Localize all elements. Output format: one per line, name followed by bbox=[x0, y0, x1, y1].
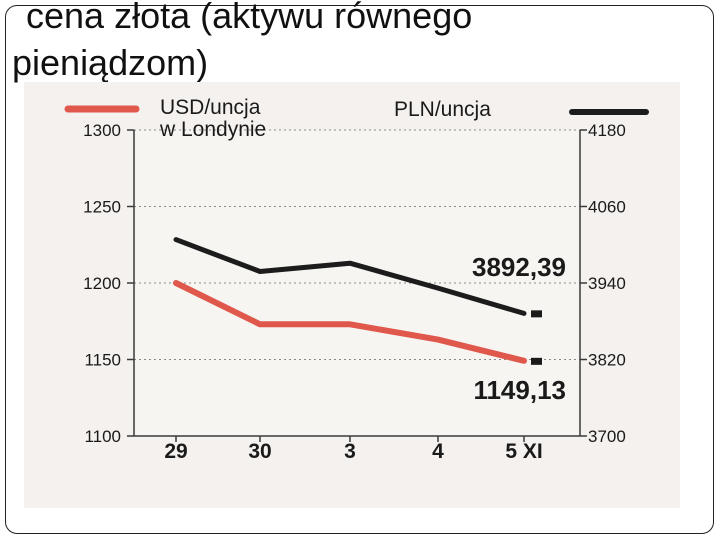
slide-title-line-1: cena złota (aktywu równego bbox=[26, 0, 473, 36]
legend-label-usd: USD/uncja bbox=[160, 96, 261, 119]
x-tick-label: 29 bbox=[164, 440, 187, 463]
legend-label-usd: w Londynie bbox=[159, 118, 266, 141]
left-tick-label: 1250 bbox=[83, 198, 121, 217]
right-tick-label: 3820 bbox=[588, 351, 626, 370]
right-tick-label: 3700 bbox=[588, 427, 626, 446]
x-tick-label: 3 bbox=[344, 440, 356, 463]
series-line-usd bbox=[173, 280, 527, 364]
left-tick-label: 1200 bbox=[83, 274, 121, 293]
right-tick-label: 4180 bbox=[588, 121, 626, 140]
series-line-pln bbox=[173, 237, 527, 316]
right-tick-label: 4060 bbox=[588, 198, 626, 217]
series-end-marker-usd bbox=[531, 357, 542, 365]
left-tick-label: 1150 bbox=[84, 351, 121, 370]
left-tick-label: 1100 bbox=[84, 427, 121, 446]
left-tick-label: 1300 bbox=[83, 121, 121, 140]
x-tick-label: 5 XI bbox=[505, 440, 542, 463]
slide-title: cena złota (aktywu równego pieniądzom) bbox=[12, 0, 572, 86]
slide-title-line-2: pieniądzom) bbox=[12, 42, 209, 83]
legend-label-pln: PLN/uncja bbox=[394, 98, 491, 121]
series-end-marker-pln bbox=[531, 310, 542, 318]
x-tick-label: 4 bbox=[432, 440, 444, 463]
x-tick-label: 30 bbox=[248, 440, 271, 463]
slide-frame: cena złota (aktywu równego pieniądzom) bbox=[5, 0, 714, 534]
end-label-usd: 1149,13 bbox=[473, 375, 566, 405]
end-label-pln: 3892,39 bbox=[472, 252, 566, 282]
right-tick-label: 3940 bbox=[588, 274, 626, 293]
chart-photo: USD/uncja w Londynie PLN/uncja 1100 1150 120… bbox=[24, 82, 680, 508]
